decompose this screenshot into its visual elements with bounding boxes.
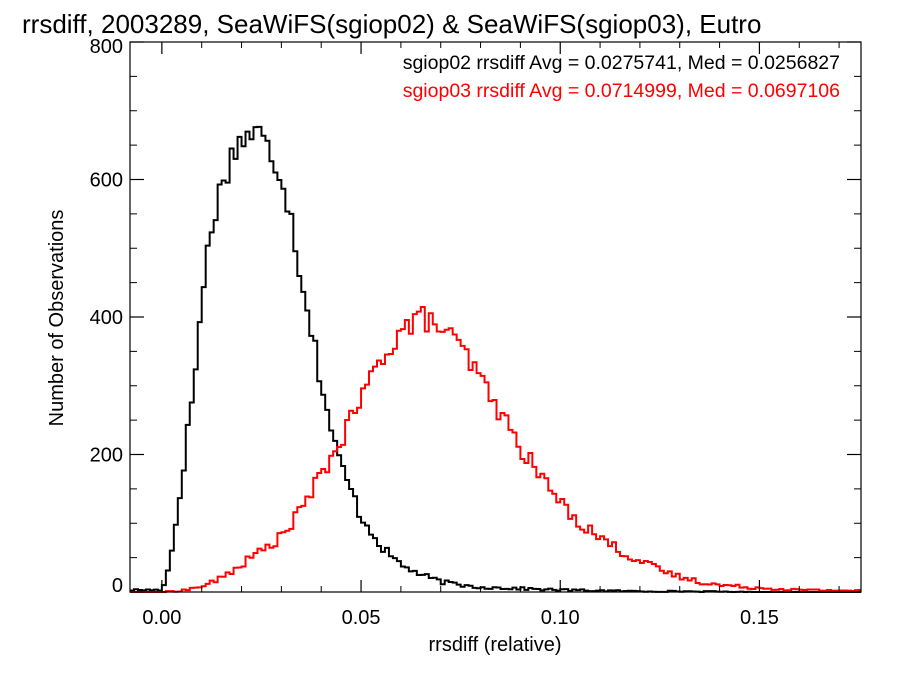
y-tick-label: 600 bbox=[90, 170, 123, 192]
x-tick-label: 0.10 bbox=[541, 607, 580, 629]
y-tick-label: 400 bbox=[90, 307, 123, 329]
series-sgiop03-line bbox=[130, 305, 861, 593]
plot-frame bbox=[129, 41, 862, 593]
y-tick-label: 0 bbox=[112, 575, 123, 597]
x-tick-label: 0.00 bbox=[142, 607, 181, 629]
plot-series bbox=[130, 125, 861, 593]
legend-entry-sgiop03: sgiop03 rrsdiff Avg = 0.0714999, Med = 0… bbox=[403, 80, 840, 102]
x-tick-label: 0.05 bbox=[342, 607, 381, 629]
x-axis-label: rrsdiff (relative) bbox=[429, 634, 562, 656]
y-tick-label: 800 bbox=[90, 36, 123, 58]
y-tick-label: 200 bbox=[90, 445, 123, 467]
axes: 0.00 0.05 0.10 0.15 0 200 400 600 800 bbox=[90, 36, 862, 629]
chart-title: rrsdiff, 2003289, SeaWiFS(sgiop02) & Sea… bbox=[22, 9, 761, 39]
legend-entry-sgiop02: sgiop02 rrsdiff Avg = 0.0275741, Med = 0… bbox=[403, 52, 840, 74]
series-sgiop02-line bbox=[130, 125, 861, 593]
x-tick-label: 0.15 bbox=[740, 607, 779, 629]
legend: sgiop02 rrsdiff Avg = 0.0275741, Med = 0… bbox=[403, 52, 840, 102]
y-axis-label: Number of Observations bbox=[46, 210, 68, 427]
